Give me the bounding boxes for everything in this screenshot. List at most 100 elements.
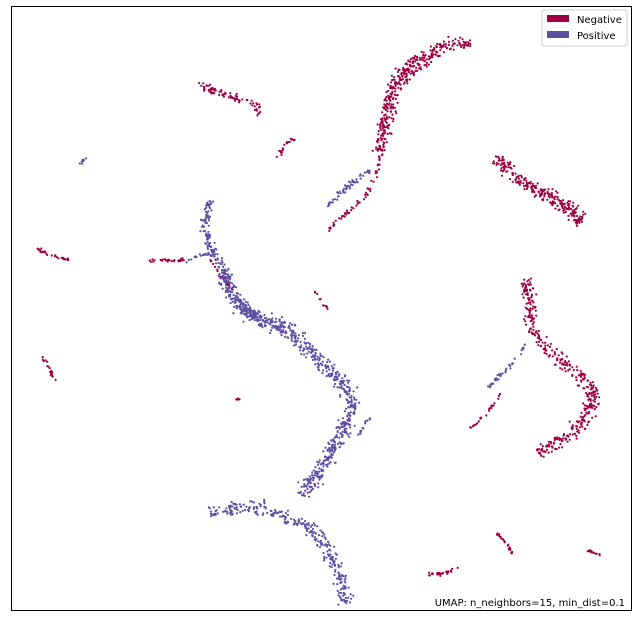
scatter-point-positive (239, 308, 243, 311)
scatter-point-positive (504, 369, 507, 372)
scatter-point-positive (307, 524, 310, 527)
scatter-point-positive (211, 253, 214, 256)
scatter-point-negative (405, 72, 408, 75)
scatter-point-positive (335, 577, 339, 580)
scatter-point-positive (276, 511, 279, 515)
scatter-point-positive (253, 510, 257, 514)
scatter-point-negative (582, 210, 585, 213)
scatter-point-negative (526, 183, 529, 186)
scatter-point-positive (327, 541, 330, 544)
scatter-point-positive (262, 319, 265, 323)
scatter-point-positive (354, 404, 357, 408)
scatter-point-negative (381, 122, 384, 125)
scatter-point-negative (170, 260, 173, 263)
scatter-point-negative (588, 391, 591, 395)
scatter-point-positive (271, 513, 274, 516)
scatter-point-positive (335, 373, 338, 376)
scatter-point-negative (594, 386, 598, 389)
legend: Negative Positive (541, 9, 628, 47)
scatter-point-negative (151, 258, 154, 261)
scatter-point-positive (231, 512, 234, 515)
scatter-point-negative (461, 38, 464, 41)
scatter-point-negative (235, 398, 238, 401)
scatter-point-positive (312, 355, 315, 358)
scatter-point-positive (496, 374, 499, 377)
scatter-point-positive (294, 332, 297, 335)
scatter-point-negative (555, 358, 559, 361)
scatter-point-positive (297, 522, 300, 525)
scatter-point-positive (332, 562, 335, 565)
scatter-point-negative (493, 162, 496, 165)
scatter-point-negative (532, 301, 535, 304)
scatter-point-negative (280, 149, 283, 153)
scatter-point-positive (226, 512, 229, 515)
scatter-point-positive (231, 282, 234, 285)
scatter-point-negative (525, 187, 529, 190)
scatter-point-positive (318, 359, 321, 362)
scatter-point-negative (501, 169, 504, 172)
scatter-point-positive (499, 372, 502, 376)
scatter-point-positive (313, 348, 316, 351)
scatter-point-positive (321, 360, 325, 363)
scatter-point-positive (218, 506, 221, 509)
scatter-point-negative (564, 370, 567, 373)
scatter-point-positive (222, 265, 225, 268)
scatter-point-negative (593, 400, 597, 403)
scatter-point-positive (307, 350, 310, 353)
scatter-point-negative (283, 143, 286, 146)
scatter-point-negative (46, 360, 49, 363)
scatter-point-positive (297, 337, 300, 340)
scatter-point-negative (575, 434, 578, 437)
scatter-point-positive (343, 427, 346, 431)
scatter-point-negative (527, 278, 530, 282)
scatter-point-positive (270, 329, 273, 332)
scatter-point-negative (541, 445, 544, 448)
scatter-point-positive (205, 238, 208, 241)
scatter-point-positive (350, 401, 353, 404)
scatter-point-positive (331, 563, 334, 566)
scatter-point-positive (242, 308, 245, 311)
scatter-point-positive (216, 512, 219, 515)
scatter-point-negative (578, 384, 581, 387)
scatter-point-positive (312, 532, 315, 535)
scatter-point-positive (248, 319, 251, 322)
scatter-point-negative (50, 372, 53, 375)
scatter-point-positive (329, 201, 333, 204)
scatter-point-positive (205, 203, 208, 206)
scatter-point-negative (554, 436, 558, 440)
scatter-point-negative (436, 42, 439, 46)
scatter-point-negative (581, 417, 584, 420)
scatter-point-positive (289, 517, 293, 520)
scatter-point-negative (42, 360, 45, 363)
scatter-point-positive (352, 412, 355, 415)
scatter-point-negative (159, 258, 162, 261)
scatter-point-positive (347, 381, 350, 384)
scatter-point-negative (391, 78, 394, 82)
scatter-point-negative (375, 176, 379, 179)
scatter-point-negative (556, 198, 559, 201)
scatter-point-positive (312, 477, 315, 480)
scatter-point-positive (333, 564, 337, 568)
scatter-point-negative (209, 83, 212, 86)
scatter-point-positive (231, 505, 234, 508)
scatter-point-positive (233, 305, 236, 308)
scatter-point-negative (394, 67, 397, 70)
scatter-point-negative (586, 393, 589, 396)
scatter-point-negative (46, 253, 49, 256)
scatter-point-positive (323, 555, 326, 559)
scatter-point-negative (391, 87, 394, 90)
scatter-point-negative (557, 354, 560, 357)
scatter-point-positive (332, 439, 335, 442)
scatter-point-negative (383, 117, 386, 120)
scatter-point-negative (558, 446, 561, 449)
scatter-point-positive (297, 334, 300, 337)
scatter-point-negative (561, 368, 564, 371)
scatter-point-negative (586, 550, 589, 553)
scatter-point-negative (530, 316, 533, 319)
scatter-point-negative (524, 315, 527, 318)
scatter-point-negative (517, 180, 521, 183)
scatter-point-positive (339, 393, 342, 396)
scatter-point-negative (583, 374, 586, 377)
scatter-point-positive (269, 331, 272, 335)
scatter-point-negative (562, 211, 566, 214)
